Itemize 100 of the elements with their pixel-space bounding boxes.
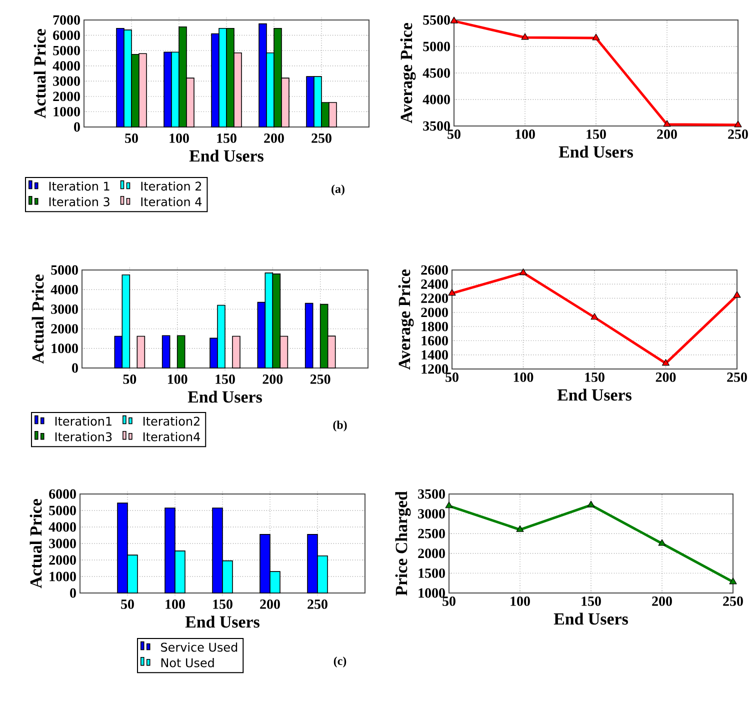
point	[521, 33, 529, 40]
x-tick-label: 150	[217, 134, 236, 143]
x-axis-title: End Users	[557, 388, 632, 401]
legend-label: Iteration4	[143, 432, 200, 442]
y-tick-label: 2000	[51, 324, 78, 334]
y-tick-label: 2000	[49, 555, 76, 565]
legend-label: Iteration 3	[49, 197, 110, 206]
y-tick-label: 4500	[422, 68, 450, 78]
legend-label: Iteration 2	[141, 181, 202, 191]
x-axis-title: End Users	[558, 146, 633, 158]
y-axis-title: Price Charged	[395, 491, 411, 596]
y-tick-label: 2400	[421, 279, 448, 289]
y-tick-label: 4000	[48, 522, 76, 532]
bar	[162, 335, 170, 368]
x-tick-label: 50	[448, 130, 460, 139]
y-tick-label: 1000	[418, 588, 445, 598]
text: (c)	[334, 656, 346, 668]
legend-label: Iteration1	[55, 416, 112, 426]
y-axis-title: Actual Price	[30, 499, 42, 588]
y-tick-label: 4000	[422, 94, 450, 104]
y-tick-label: 3000	[53, 76, 80, 86]
point	[519, 268, 528, 276]
y-tick-label: 2000	[418, 548, 445, 558]
x-tick-label: 250	[308, 600, 328, 609]
bar	[136, 336, 146, 368]
bar	[176, 335, 186, 368]
y-axis-title: Actual Price	[34, 29, 46, 118]
bar	[304, 302, 314, 368]
x-tick-label: 50	[123, 374, 136, 384]
y-tick-label: 3000	[51, 304, 78, 314]
y-tick-label: 1600	[422, 336, 448, 346]
y-tick-label: 3500	[418, 489, 445, 499]
x-tick-label: 50	[121, 600, 134, 609]
legend-label: Iteration 1	[49, 181, 110, 191]
y-axis-title: Average Price	[400, 23, 416, 124]
x-axis-title: End Users	[189, 150, 264, 162]
point	[445, 502, 453, 508]
x-tick-label: 250	[723, 596, 743, 606]
y-tick-label: 1000	[54, 106, 80, 116]
point	[450, 16, 458, 24]
x-tick-label: 100	[168, 374, 188, 384]
x-tick-label: 150	[213, 600, 232, 609]
point	[448, 289, 456, 296]
x-axis-title: End Users	[185, 616, 260, 628]
y-tick-label: 3000	[418, 509, 445, 519]
x-tick-label: 100	[510, 596, 530, 606]
x-tick-label: 50	[125, 134, 138, 143]
point	[733, 291, 741, 298]
y-tick-label: 6000	[49, 489, 76, 499]
x-tick-label: 200	[657, 130, 677, 139]
x-tick-label: 150	[585, 372, 604, 382]
y-tick-label: 2000	[421, 308, 448, 318]
x-tick-label: 50	[442, 596, 456, 606]
y-tick-label: 5000	[51, 265, 78, 275]
y-tick-label: 1400	[422, 350, 448, 360]
x-axis-title: End Users	[188, 390, 262, 403]
y-tick-label: 1500	[418, 568, 445, 578]
point	[729, 578, 737, 584]
legend-label: Not Used	[161, 658, 214, 668]
legend-label: Service Used	[161, 642, 238, 652]
x-tick-label: 50	[446, 372, 458, 382]
point	[658, 539, 666, 546]
y-tick-label: 1800	[422, 322, 448, 332]
y-tick-label: 6000	[53, 30, 80, 40]
x-tick-label: 200	[652, 596, 672, 606]
text: (b)	[333, 420, 347, 432]
x-tick-label: 100	[514, 372, 534, 382]
y-tick-label: 1000	[50, 572, 76, 582]
legend-label: Iteration2	[143, 416, 200, 426]
point	[663, 120, 671, 127]
y-tick-label: 5000	[53, 46, 80, 56]
x-tick-label: 100	[170, 134, 189, 143]
x-tick-label: 150	[582, 596, 601, 606]
y-tick-label: 0	[72, 363, 78, 373]
point	[516, 525, 524, 532]
y-tick-label: 2500	[418, 528, 445, 538]
y-tick-label: 0	[74, 122, 80, 132]
point	[662, 359, 670, 366]
x-tick-label: 200	[264, 134, 284, 143]
x-tick-label: 250	[727, 372, 747, 382]
point	[590, 313, 598, 320]
text: (a)	[332, 184, 344, 196]
y-axis-title: Average Price	[398, 270, 414, 370]
y-tick-label: 1000	[52, 344, 78, 354]
x-tick-label: 250	[310, 374, 330, 384]
y-tick-label: 1200	[422, 364, 448, 374]
y-tick-label: 2600	[421, 265, 448, 275]
y-tick-label: 5500	[423, 15, 450, 25]
y-tick-label: 2000	[53, 92, 80, 102]
y-tick-label: 7000	[53, 15, 80, 25]
point	[592, 34, 600, 40]
point	[734, 120, 742, 128]
x-tick-label: 150	[586, 130, 606, 139]
y-tick-label: 5000	[49, 506, 76, 516]
y-tick-label: 2200	[421, 294, 448, 303]
legend-label: Iteration 4	[141, 197, 202, 206]
bar	[232, 336, 240, 368]
legend-label: Iteration3	[55, 432, 112, 442]
x-tick-label: 150	[216, 374, 235, 384]
x-tick-label: 250	[728, 130, 748, 139]
